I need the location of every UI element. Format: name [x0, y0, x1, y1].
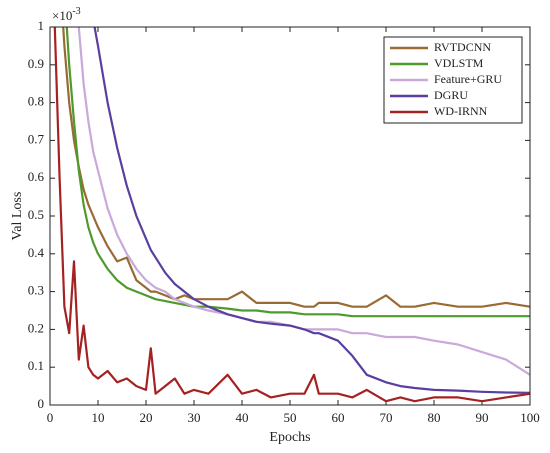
legend: RVTDCNN VDLSTM Feature+GRU DGRU WD-IRNN: [383, 36, 523, 124]
legend-label: WD-IRNN: [434, 104, 488, 118]
y-tick-label: 1: [38, 18, 45, 33]
x-tick-label: 60: [332, 410, 345, 425]
x-axis-label: Epochs: [269, 430, 310, 445]
x-tick-label: 40: [236, 410, 249, 425]
multiplier-base: ×10: [52, 8, 72, 23]
x-tick-label: 20: [140, 410, 153, 425]
y-tick-label: 0.3: [28, 283, 44, 298]
y-tick-label: 0.7: [28, 131, 45, 146]
y-multiplier: ×10-3: [52, 6, 81, 23]
y-tick-label: 0.8: [28, 94, 44, 109]
x-tick-label: 90: [476, 410, 489, 425]
plot-frame: [49, 26, 531, 406]
x-tick-label: 50: [284, 410, 297, 425]
y-tick-label: 0.6: [28, 169, 45, 184]
series-line: [77, 27, 530, 376]
y-tick-label: 0.2: [28, 320, 44, 335]
y-axis-label: Val Loss: [10, 192, 25, 241]
series-line: [53, 27, 530, 403]
x-tick-label: 80: [428, 410, 441, 425]
plot-area: [53, 27, 530, 403]
legend-label: DGRU: [434, 88, 468, 102]
legend-label: RVTDCNN: [434, 40, 491, 54]
y-tick-label: 0.5: [28, 207, 44, 222]
x-tick-label: 30: [188, 410, 201, 425]
legend-label: Feature+GRU: [434, 72, 502, 86]
legend-label: VDLSTM: [434, 56, 484, 70]
y-tick-label: 0.9: [28, 56, 44, 71]
x-tick-label: 0: [47, 410, 54, 425]
y-tick-label: 0.1: [28, 358, 44, 373]
x-tick-label: 10: [92, 410, 105, 425]
y-tick-label: 0: [38, 396, 45, 411]
y-tick-label: 0.4: [28, 245, 45, 260]
x-tick-label: 70: [380, 410, 393, 425]
x-tick-label: 100: [520, 410, 540, 425]
series-line: [93, 27, 530, 394]
multiplier-exponent: -3: [72, 6, 80, 17]
